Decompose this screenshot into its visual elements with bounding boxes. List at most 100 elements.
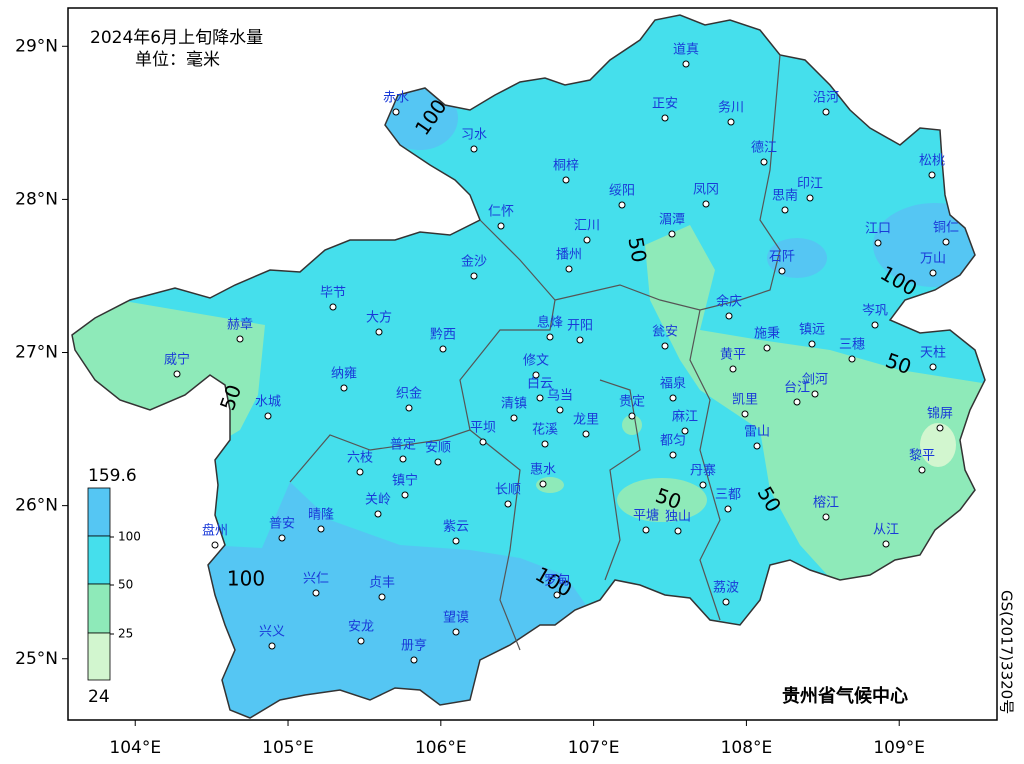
city-marker — [874, 239, 882, 247]
y-tick-label: 26°N — [15, 496, 58, 516]
city-label: 安龙 — [348, 620, 374, 635]
city-label: 松桃 — [919, 154, 945, 169]
city-marker — [329, 303, 337, 311]
border — [689, 309, 721, 621]
legend-swatch — [87, 583, 111, 634]
city-label: 锦屏 — [927, 407, 953, 422]
city-marker — [470, 145, 478, 153]
legend-label: 100 — [118, 530, 141, 544]
fill-25-50 — [645, 225, 985, 620]
city-label: 瓮安 — [652, 325, 678, 340]
city-marker — [674, 527, 682, 535]
x-tick-label: 109°E — [873, 738, 925, 758]
map-unit: 单位：毫米 — [135, 50, 220, 70]
city-label: 息烽 — [537, 315, 563, 331]
city-label: 安顺 — [425, 441, 451, 456]
city-marker — [541, 440, 549, 448]
city-marker — [356, 468, 364, 476]
city-marker — [808, 340, 816, 348]
city-label: 平塘 — [633, 508, 659, 524]
city-label: 赤水 — [383, 91, 409, 106]
legend-swatch — [87, 632, 111, 681]
city-label: 独山 — [665, 510, 691, 525]
city-marker — [497, 222, 505, 230]
city-label: 湄潭 — [659, 213, 685, 228]
city-marker — [763, 344, 771, 352]
city-label: 盘州 — [202, 523, 228, 539]
city-marker — [727, 118, 735, 126]
contour-label: 50 — [623, 235, 651, 264]
city-label: 花溪 — [532, 422, 558, 438]
city-label: 镇远 — [799, 323, 825, 338]
border — [599, 379, 641, 581]
city-label: 六枝 — [347, 451, 373, 466]
fill-25-50 — [617, 478, 707, 522]
city-label: 江口 — [865, 222, 891, 237]
city-marker — [236, 335, 244, 343]
fill-100-159 — [200, 482, 600, 718]
producer: 贵州省气候中心 — [782, 685, 908, 707]
city-marker — [722, 598, 730, 606]
city-marker — [682, 60, 690, 68]
city-label: 册亨 — [401, 638, 427, 654]
city-label: 黎平 — [909, 449, 935, 464]
city-marker — [268, 642, 276, 650]
city-marker — [929, 363, 937, 371]
city-marker — [778, 267, 786, 275]
city-marker — [661, 342, 669, 350]
city-label: 普安 — [269, 517, 295, 532]
city-marker — [929, 269, 937, 277]
city-marker — [439, 345, 447, 353]
city-marker — [410, 656, 418, 664]
city-marker — [556, 406, 564, 414]
city-marker — [470, 272, 478, 280]
city-marker — [546, 333, 554, 341]
city-label: 赫章 — [227, 317, 253, 333]
city-label: 福泉 — [660, 376, 686, 392]
city-marker — [729, 365, 737, 373]
y-tick-label: 27°N — [15, 343, 58, 363]
city-label: 黔西 — [430, 328, 456, 343]
city-label: 道真 — [673, 43, 699, 58]
city-marker — [822, 513, 830, 521]
city-marker — [661, 114, 669, 122]
city-label: 普定 — [390, 438, 416, 453]
city-marker — [781, 206, 789, 214]
city-label: 习水 — [461, 128, 487, 143]
city-label: 紫云 — [443, 520, 469, 535]
city-label: 清镇 — [501, 397, 527, 412]
city-label: 德江 — [751, 141, 777, 156]
city-label: 龙里 — [573, 413, 599, 428]
city-marker — [211, 541, 219, 549]
city-label: 印江 — [797, 177, 823, 192]
city-marker — [452, 628, 460, 636]
city-label: 榕江 — [813, 496, 839, 511]
legend-label: 159.6 — [88, 466, 137, 486]
y-tick-label: 25°N — [15, 649, 58, 669]
city-label: 惠水 — [530, 463, 556, 478]
city-label: 天柱 — [920, 346, 946, 361]
city-label: 黄平 — [720, 348, 746, 363]
city-marker — [357, 637, 365, 645]
city-marker — [681, 427, 689, 435]
legend-label: 50 — [118, 578, 133, 592]
city-marker — [642, 526, 650, 534]
city-label: 晴隆 — [308, 508, 334, 523]
city-marker — [479, 438, 487, 446]
city-marker — [669, 451, 677, 459]
border — [554, 54, 781, 311]
fill-24-25 — [920, 423, 956, 467]
map-title: 2024年6月上旬降水量 — [90, 28, 263, 48]
city-label: 岑巩 — [862, 304, 888, 319]
city-marker — [565, 265, 573, 273]
city-label: 纳雍 — [331, 366, 357, 382]
border — [469, 429, 521, 651]
city-marker — [553, 591, 561, 599]
city-label: 务川 — [718, 100, 744, 116]
city-label: 万山 — [920, 252, 946, 267]
city-marker — [668, 230, 676, 238]
city-marker — [582, 430, 590, 438]
city-marker — [699, 481, 707, 489]
city-marker — [760, 158, 768, 166]
